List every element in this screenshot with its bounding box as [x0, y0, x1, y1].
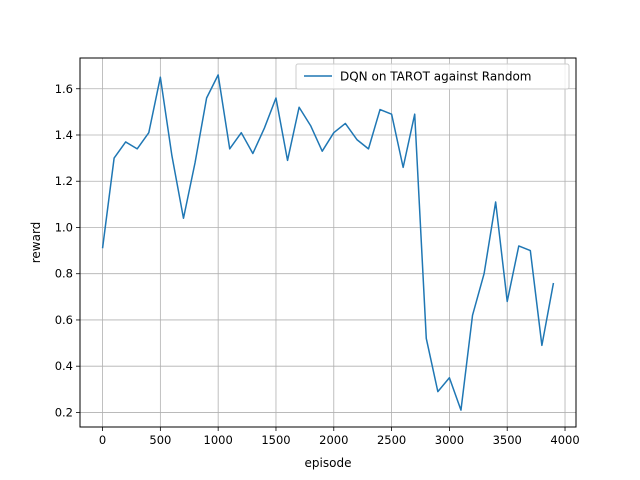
plot-lines: [101, 74, 555, 411]
x-axis-ticks: 0 500 1000 1500 2000 2500 3000 3500 4000: [99, 427, 580, 447]
y-tick-label: 1.4: [55, 128, 73, 142]
x-tick-label: 2500: [377, 433, 406, 447]
legend-label: DQN on TAROT against Random: [340, 70, 532, 84]
x-tick-label: 1000: [204, 433, 233, 447]
x-tick-label: 4000: [550, 433, 579, 447]
y-tick-label: 1.6: [55, 82, 73, 96]
y-tick-label: 0.2: [55, 405, 73, 419]
y-axis-ticks: 0.2 0.4 0.6 0.8 1.0 1.2 1.4 1.6: [55, 82, 80, 419]
y-tick-label: 0.8: [55, 267, 73, 281]
legend: DQN on TAROT against Random: [295, 63, 570, 90]
y-tick-label: 0.6: [55, 313, 73, 327]
x-tick-label: 3500: [493, 433, 522, 447]
plot-frame: [79, 57, 577, 428]
grid-lines: [80, 58, 576, 427]
x-tick-label: 3000: [435, 433, 464, 447]
legend-box: [295, 63, 570, 90]
x-tick-label: 0: [99, 433, 106, 447]
y-tick-label: 1.2: [55, 174, 73, 188]
x-axis-label: episode: [305, 456, 352, 470]
y-tick-label: 0.4: [55, 359, 73, 373]
y-tick-label: 1.0: [55, 220, 73, 234]
x-tick-label: 1500: [261, 433, 290, 447]
x-tick-label: 500: [149, 433, 171, 447]
y-axis-label: reward: [29, 222, 43, 264]
series-line: [101, 74, 555, 411]
x-tick-label: 2000: [319, 433, 348, 447]
